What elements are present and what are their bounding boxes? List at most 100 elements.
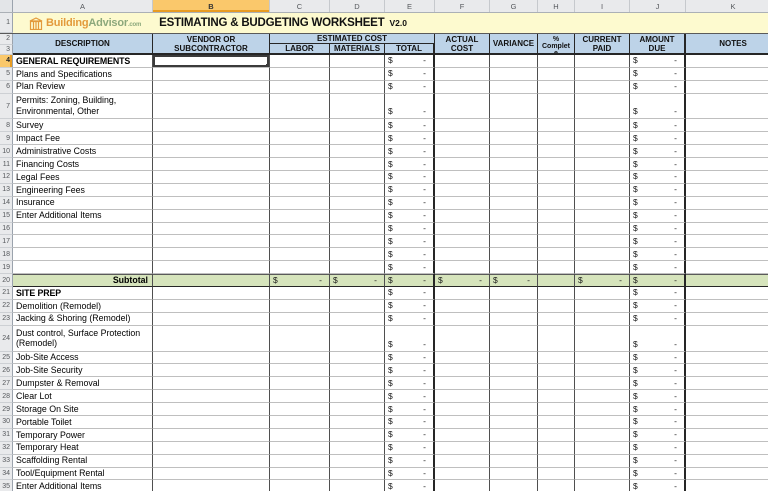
cell-description[interactable]	[13, 248, 153, 262]
cell-amount-due[interactable]: $ -	[630, 158, 686, 172]
header-labor[interactable]: LABOR	[270, 44, 330, 55]
cell-amount-due[interactable]: $ -	[630, 209, 686, 223]
cell-current-paid[interactable]	[575, 67, 630, 81]
cell-amount-due[interactable]: $ -	[630, 299, 686, 313]
cell-actual-cost[interactable]	[435, 209, 490, 223]
cell-labor[interactable]	[270, 299, 330, 313]
fill-handle[interactable]	[266, 63, 269, 67]
cell-pct-complete[interactable]	[538, 454, 575, 468]
cell-total[interactable]: $ -	[385, 183, 435, 197]
cell-amount-due[interactable]: $ -	[630, 119, 686, 133]
cell-vendor[interactable]	[153, 171, 270, 184]
column-header-J[interactable]: J	[630, 0, 686, 12]
cell-materials[interactable]	[330, 312, 385, 326]
cell-variance[interactable]	[490, 454, 538, 468]
cell-amount-due[interactable]: $ -	[630, 325, 686, 352]
cell-current-paid[interactable]	[575, 158, 630, 172]
cell-labor[interactable]	[270, 415, 330, 429]
cell-pct-complete[interactable]	[538, 132, 575, 146]
header-estimated-cost[interactable]: ESTIMATED COST	[270, 34, 435, 44]
cell-materials[interactable]	[330, 351, 385, 365]
cell-total[interactable]: $ -	[385, 55, 435, 68]
cell-current-paid[interactable]	[575, 171, 630, 184]
cell-notes[interactable]	[686, 454, 768, 468]
cell-variance[interactable]	[490, 119, 538, 133]
cell-notes[interactable]	[686, 364, 768, 378]
cell-pct-complete[interactable]	[538, 390, 575, 404]
cell-variance[interactable]	[490, 171, 538, 184]
cell-amount-due[interactable]: $ -	[630, 454, 686, 468]
cell-variance[interactable]	[490, 403, 538, 416]
cell-amount-due[interactable]: $ -	[630, 287, 686, 300]
cell-actual-cost[interactable]	[435, 312, 490, 326]
row-number-1[interactable]: 1	[0, 13, 13, 33]
cell-description[interactable]: Jacking & Shoring (Remodel)	[13, 312, 153, 326]
row-number-15[interactable]: 15	[0, 209, 13, 223]
cell-variance[interactable]	[490, 183, 538, 197]
cell-total[interactable]: $ -	[385, 261, 435, 275]
cell-notes[interactable]	[686, 467, 768, 481]
cell-pct-complete[interactable]	[538, 415, 575, 429]
cell-total[interactable]: $ -	[385, 415, 435, 429]
cell-amount-due[interactable]: $ -	[630, 171, 686, 184]
cell-actual-cost[interactable]	[435, 364, 490, 378]
column-header-E[interactable]: E	[385, 0, 435, 12]
row-number-2[interactable]: 2	[0, 34, 13, 45]
cell-actual-cost[interactable]	[435, 325, 490, 352]
cell-labor[interactable]	[270, 222, 330, 236]
cell-labor[interactable]	[270, 171, 330, 184]
cell-actual-cost[interactable]	[435, 80, 490, 94]
cell-vendor[interactable]	[153, 209, 270, 223]
cell-materials[interactable]	[330, 80, 385, 94]
row-number-33[interactable]: 33	[0, 454, 13, 468]
cell-labor[interactable]	[270, 248, 330, 262]
cell-notes[interactable]	[686, 287, 768, 300]
cell-labor[interactable]	[270, 80, 330, 94]
cell-pct-complete[interactable]	[538, 248, 575, 262]
cell-materials[interactable]	[330, 325, 385, 352]
cell-total[interactable]: $ -	[385, 364, 435, 378]
cell-notes[interactable]	[686, 480, 768, 491]
cell-description[interactable]	[13, 222, 153, 236]
cell-variance[interactable]	[490, 196, 538, 210]
cell-materials[interactable]	[330, 222, 385, 236]
cell-materials[interactable]	[330, 480, 385, 491]
cell-actual-cost[interactable]	[435, 171, 490, 184]
header-total[interactable]: TOTAL	[385, 44, 435, 55]
cell-pct-complete[interactable]	[538, 158, 575, 172]
row-number-25[interactable]: 25	[0, 351, 13, 365]
cell-pct-complete[interactable]	[538, 183, 575, 197]
cell-materials[interactable]	[330, 171, 385, 184]
cell-variance[interactable]	[490, 390, 538, 404]
cell-labor[interactable]	[270, 196, 330, 210]
cell-variance[interactable]	[490, 158, 538, 172]
header-percent-complete[interactable]: % Complete	[538, 34, 575, 55]
cell-notes[interactable]	[686, 119, 768, 133]
row-number-35[interactable]: 35	[0, 480, 13, 491]
cell-current-paid[interactable]	[575, 209, 630, 223]
cell-description[interactable]: Job-Site Access	[13, 351, 153, 365]
cell-description[interactable]: Scaffolding Rental	[13, 454, 153, 468]
cell-materials[interactable]	[330, 261, 385, 275]
row-number-24[interactable]: 24	[0, 325, 13, 352]
cell-labor[interactable]	[270, 183, 330, 197]
cell-materials[interactable]	[330, 235, 385, 249]
cell-total[interactable]: $ -	[385, 299, 435, 313]
cell-total[interactable]: $ -	[385, 132, 435, 146]
cell-materials[interactable]	[330, 454, 385, 468]
cell-variance[interactable]	[490, 377, 538, 391]
cell-notes[interactable]	[686, 183, 768, 197]
cell-current-paid[interactable]	[575, 428, 630, 442]
row-number-28[interactable]: 28	[0, 390, 13, 404]
column-header-D[interactable]: D	[330, 0, 385, 12]
cell-description[interactable]: Temporary Heat	[13, 441, 153, 455]
cell-current-paid[interactable]	[575, 80, 630, 94]
row-number-9[interactable]: 9	[0, 132, 13, 146]
cell-variance[interactable]	[490, 145, 538, 159]
cell-total[interactable]: $ -	[385, 119, 435, 133]
cell-actual-cost[interactable]	[435, 428, 490, 442]
cell-description[interactable]: Tool/Equipment Rental	[13, 467, 153, 481]
row-number-34[interactable]: 34	[0, 467, 13, 481]
cell-actual-cost[interactable]	[435, 158, 490, 172]
cell-current-paid[interactable]	[575, 235, 630, 249]
